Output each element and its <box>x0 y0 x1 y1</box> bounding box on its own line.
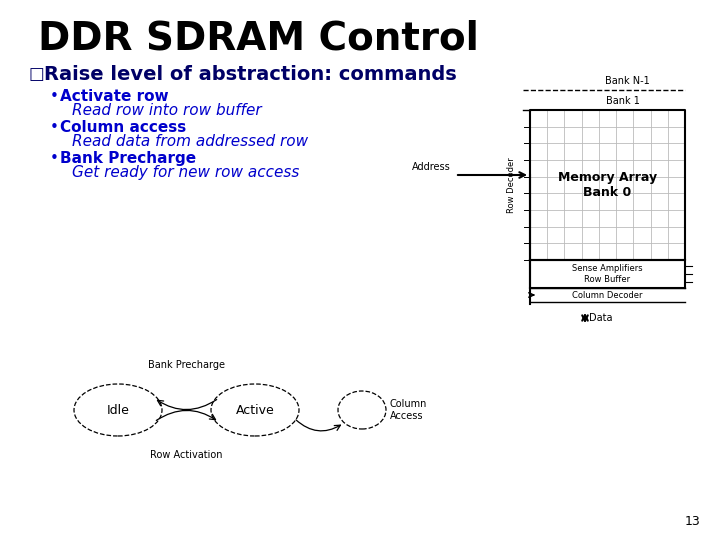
Text: Data: Data <box>589 313 613 323</box>
Text: Read data from addressed row: Read data from addressed row <box>72 134 308 149</box>
Text: Column
Access: Column Access <box>390 399 428 421</box>
Text: Activate row: Activate row <box>60 89 168 104</box>
Text: Column Decoder: Column Decoder <box>572 291 643 300</box>
Text: Bank Precharge: Bank Precharge <box>148 360 225 370</box>
Text: Sense Amplifiers
Row Buffer: Sense Amplifiers Row Buffer <box>572 264 643 284</box>
Text: Idle: Idle <box>107 403 130 416</box>
Text: •: • <box>50 89 59 104</box>
Text: Get ready for new row access: Get ready for new row access <box>72 165 300 180</box>
Text: Read row into row buffer: Read row into row buffer <box>72 103 261 118</box>
Text: Raise level of abstraction: commands: Raise level of abstraction: commands <box>44 65 456 84</box>
Text: Active: Active <box>235 403 274 416</box>
Text: Memory Array
Bank 0: Memory Array Bank 0 <box>558 171 657 199</box>
Text: •: • <box>50 120 59 135</box>
Text: □: □ <box>28 65 44 83</box>
Text: Address: Address <box>413 162 451 172</box>
Text: Bank 1: Bank 1 <box>606 96 639 106</box>
Text: •: • <box>50 151 59 166</box>
Text: Bank Precharge: Bank Precharge <box>60 151 196 166</box>
Text: Bank N-1: Bank N-1 <box>605 76 650 86</box>
Text: Column access: Column access <box>60 120 186 135</box>
Text: Row Activation: Row Activation <box>150 450 222 460</box>
Text: Row Decoder: Row Decoder <box>508 157 516 213</box>
Text: DDR SDRAM Control: DDR SDRAM Control <box>38 20 479 58</box>
Text: 13: 13 <box>684 515 700 528</box>
